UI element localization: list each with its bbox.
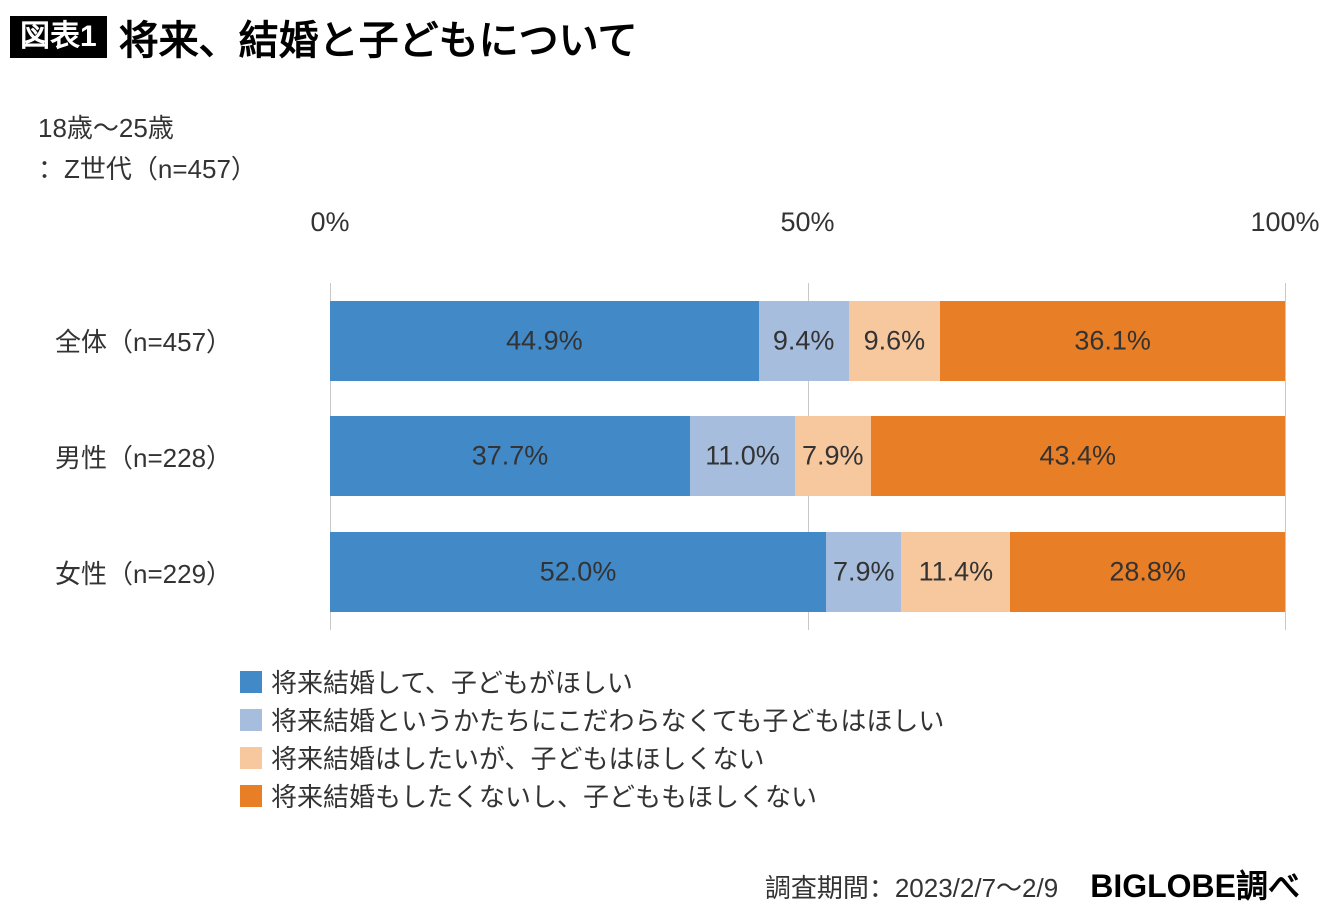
legend-label: 将来結婚というかたちにこだわらなくても子どもはほしい — [271, 706, 945, 736]
bar-value-label: 7.9% — [833, 556, 895, 587]
chart-header: 図表1 将来、結婚と子どもについて — [10, 8, 638, 66]
legend-item: 将来結婚というかたちにこだわらなくても子どもはほしい — [240, 706, 944, 736]
legend-label: 将来結婚もしたくないし、子どももほしくない — [271, 782, 818, 812]
legend-swatch-icon — [240, 746, 262, 769]
legend-swatch-icon — [240, 670, 262, 693]
bar-value-label: 7.9% — [802, 440, 864, 471]
source-credit: BIGLOBE調べ — [1090, 868, 1300, 904]
category-label: 女性（n=229） — [55, 558, 233, 589]
bar-segment: 9.4% — [758, 300, 849, 381]
chart-subtitle: 18歳〜25歳 ：Z世代（n=457） — [38, 108, 257, 190]
x-tick-50: 50% — [780, 207, 835, 237]
bar-segment: 7.9% — [795, 416, 871, 497]
stacked-bar: 44.9% 9.4% 9.6% 36.1% — [330, 300, 1285, 381]
bar-value-label: 36.1% — [1074, 325, 1151, 356]
bar-value-label: 11.0% — [705, 440, 780, 471]
bar-segment: 37.7% — [330, 416, 691, 497]
bar-segment: 11.4% — [901, 532, 1011, 613]
plot-area: 全体（n=457） 44.9% 9.4% 9.6% 36.1% 男性（n=228） 37.7… — [55, 283, 1285, 630]
chart-footer: 調査期間：2023/2/7〜2/9 BIGLOBE調べ — [765, 861, 1300, 907]
legend-item: 将来結婚はしたいが、子どもはほしくない — [240, 744, 944, 774]
bar-value-label: 52.0% — [539, 556, 617, 587]
bar-value-label: 9.4% — [772, 325, 835, 356]
x-tick-0: 0% — [310, 207, 350, 237]
category-label: 全体（n=457） — [55, 327, 233, 358]
bar-segment: 52.0% — [330, 532, 827, 613]
x-tick-100: 100% — [1250, 207, 1320, 237]
bar-value-label: 37.7% — [471, 440, 549, 471]
stacked-bar: 37.7% 11.0% 7.9% 43.4% — [330, 416, 1285, 497]
survey-period: 調査期間：2023/2/7〜2/9 — [764, 873, 1059, 903]
chart-row: 全体（n=457） 44.9% 9.4% 9.6% 36.1% — [55, 300, 1285, 381]
bar-value-label: 11.4% — [918, 556, 994, 587]
subtitle-line-age: 18歳〜25歳 — [38, 113, 174, 143]
bar-segment: 9.6% — [848, 300, 941, 381]
bar-value-label: 28.8% — [1109, 556, 1186, 587]
bar-segment: 11.0% — [690, 416, 796, 497]
figure-number-badge: 図表1 — [10, 16, 107, 58]
bar-segment: 7.9% — [826, 532, 902, 613]
legend-item: 将来結婚して、子どもがほしい — [240, 668, 944, 698]
gridline-100 — [1285, 283, 1286, 630]
chart-row: 女性（n=229） 52.0% 7.9% 11.4% 28.8% — [55, 532, 1285, 613]
x-axis: 0% 50% 100% — [310, 207, 1319, 241]
bar-segment: 28.8% — [1010, 532, 1285, 613]
bar-segment: 44.9% — [330, 300, 759, 381]
bar-segment: 36.1% — [940, 300, 1285, 381]
legend-item: 将来結婚もしたくないし、子どももほしくない — [240, 782, 944, 812]
bar-value-label: 9.6% — [863, 325, 926, 356]
subtitle-line-sample: ：Z世代（n=457） — [38, 154, 257, 184]
legend-label: 将来結婚はしたいが、子どもはほしくない — [271, 744, 765, 774]
legend-label: 将来結婚して、子どもがほしい — [271, 668, 633, 698]
bar-segment: 43.4% — [870, 416, 1285, 497]
category-label: 男性（n=228） — [55, 442, 233, 473]
bar-value-label: 44.9% — [506, 325, 583, 356]
legend-swatch-icon — [240, 708, 262, 731]
legend-swatch-icon — [240, 784, 262, 807]
chart-title: 将来、結婚と子どもについて — [118, 19, 638, 63]
bar-value-label: 43.4% — [1039, 440, 1117, 471]
stacked-bar: 52.0% 7.9% 11.4% 28.8% — [330, 532, 1285, 613]
chart-row: 男性（n=228） 37.7% 11.0% 7.9% 43.4% — [55, 416, 1285, 497]
legend: 将来結婚して、子どもがほしい 将来結婚というかたちにこだわらなくても子どもはほし… — [240, 668, 944, 820]
